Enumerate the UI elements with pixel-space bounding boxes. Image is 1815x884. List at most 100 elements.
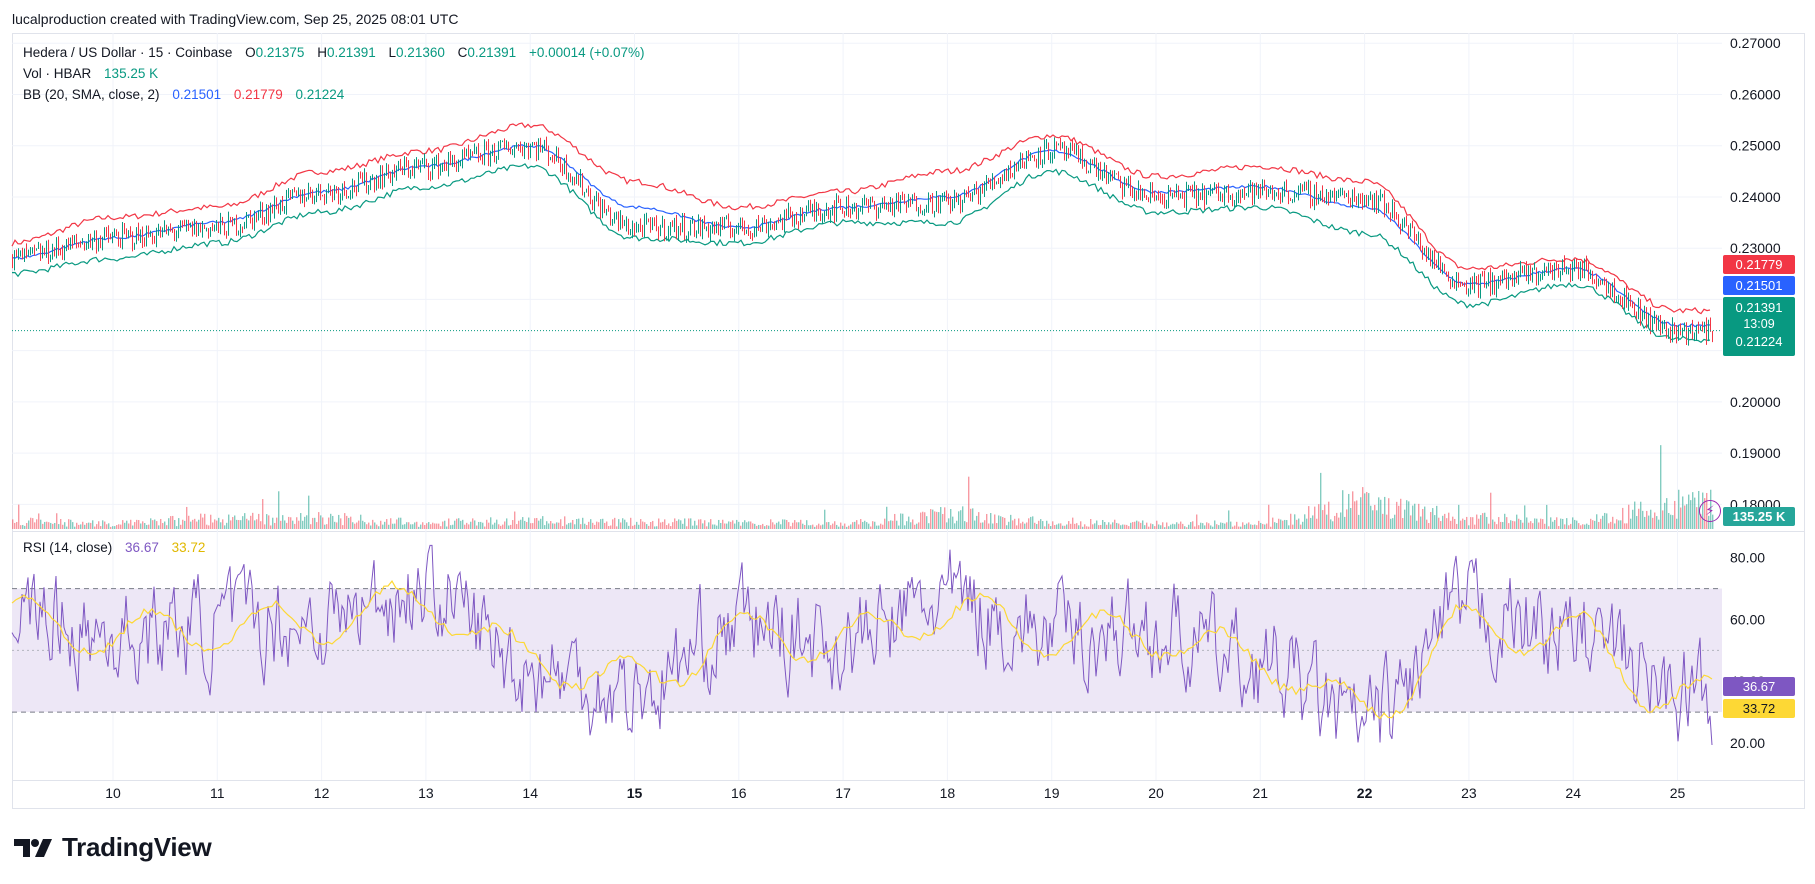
volume-bar: [1396, 501, 1398, 529]
volume-bar: [328, 517, 330, 529]
volume-bar: [1508, 523, 1510, 529]
volume-bar: [1262, 523, 1264, 529]
volume-bar: [1090, 518, 1092, 529]
volume-bar: [1182, 523, 1184, 529]
symbol-legend[interactable]: Hedera / US Dollar · 15 · Coinbase O0.21…: [23, 45, 648, 60]
volume-bar: [1124, 524, 1126, 529]
symbol-title[interactable]: Hedera / US Dollar · 15 · Coinbase: [23, 45, 233, 60]
volume-bar: [664, 519, 666, 529]
volume-bar: [1322, 510, 1324, 529]
volume-bar: [248, 520, 250, 529]
volume-bar: [804, 524, 806, 529]
volume-bar: [1646, 510, 1648, 529]
volume-legend[interactable]: Vol · HBAR 135.25 K: [23, 66, 161, 81]
volume-bar: [318, 512, 320, 529]
volume-bar: [494, 522, 496, 529]
volume-bar: [272, 517, 274, 529]
volume-bar: [26, 522, 28, 529]
volume-bar: [72, 522, 74, 529]
volume-bar: [1212, 526, 1214, 529]
volume-bar: [40, 519, 42, 529]
volume-bar: [1700, 514, 1702, 529]
volume-bar: [812, 524, 814, 529]
price-tick-label: 0.25000: [1730, 138, 1781, 154]
volume-bar: [350, 516, 352, 529]
bollinger-legend[interactable]: BB (20, SMA, close, 2) 0.21501 0.21779 0…: [23, 87, 347, 102]
volume-bar: [34, 522, 36, 529]
rsi-label[interactable]: RSI (14, close): [23, 540, 113, 555]
volume-bar: [1484, 512, 1486, 529]
time-tick-label: 13: [418, 785, 434, 801]
volume-bar: [490, 517, 492, 529]
volume-bar: [896, 520, 898, 529]
volume-bar: [798, 522, 800, 529]
volume-bar: [294, 523, 296, 529]
rsi-legend[interactable]: RSI (14, close) 36.67 33.72: [23, 540, 208, 555]
volume-bar: [486, 519, 488, 529]
volume-bar: [370, 525, 372, 529]
volume-bar: [1540, 518, 1542, 529]
volume-bar: [362, 520, 364, 529]
volume-bar: [550, 521, 552, 529]
volume-bar: [428, 522, 430, 529]
low-value: 0.21360: [396, 45, 445, 60]
volume-bar: [438, 523, 440, 529]
volume-bar: [1178, 523, 1180, 529]
volume-bar: [768, 525, 770, 529]
volume-bar: [1142, 520, 1144, 529]
time-tick-label: 20: [1148, 785, 1164, 801]
volume-bar: [758, 524, 760, 529]
volume-bar: [730, 521, 732, 529]
bollinger-label[interactable]: BB (20, SMA, close, 2): [23, 87, 160, 102]
volume-bar: [230, 520, 232, 529]
volume-bar: [1538, 522, 1540, 529]
volume-bar: [150, 518, 152, 529]
alert-lightning-icon[interactable]: ⚡: [1699, 500, 1721, 522]
volume-label[interactable]: Vol · HBAR: [23, 66, 92, 81]
volume-bar: [312, 517, 314, 529]
volume-bar: [714, 524, 716, 529]
volume-bar: [1564, 524, 1566, 529]
volume-bar: [384, 521, 386, 529]
volume-bar: [634, 524, 636, 529]
volume-bar: [762, 523, 764, 529]
volume-bar: [408, 522, 410, 529]
volume-bar: [928, 523, 930, 529]
volume-bar: [1048, 523, 1050, 529]
volume-bar: [1550, 517, 1552, 529]
volume-bar: [1288, 525, 1290, 529]
volume-bar: [1260, 522, 1262, 529]
volume-bar: [1696, 507, 1698, 529]
volume-bar: [1448, 512, 1450, 529]
volume-bar: [336, 522, 338, 529]
volume-bar: [1148, 526, 1150, 529]
volume-bar: [1244, 524, 1246, 529]
volume-bar: [912, 519, 914, 529]
volume-bar: [916, 523, 918, 529]
volume-bar: [854, 521, 856, 529]
volume-bar: [194, 518, 196, 529]
volume-bar: [1332, 521, 1334, 529]
volume-bar: [1342, 490, 1344, 529]
volume-bar: [506, 518, 508, 529]
volume-bar: [492, 524, 494, 529]
volume-bar: [1146, 522, 1148, 529]
volume-bar: [1202, 523, 1204, 529]
last-price-tag: 0.21391 13:09 0.21224: [1723, 297, 1795, 356]
volume-bar: [538, 520, 540, 529]
volume-bar: [838, 526, 840, 529]
volume-bar: [934, 511, 936, 529]
tradingview-logo[interactable]: TradingView: [14, 832, 212, 863]
volume-bar: [440, 526, 442, 529]
volume-bar: [654, 526, 656, 529]
volume-bar: [888, 521, 890, 529]
volume-bar: [96, 524, 98, 529]
volume-bar: [822, 524, 824, 529]
volume-bar: [1588, 524, 1590, 529]
volume-bar: [708, 522, 710, 529]
price-tick-label: 0.27000: [1730, 35, 1781, 51]
volume-bar: [1622, 507, 1624, 529]
volume-bar: [286, 522, 288, 529]
volume-bar: [842, 525, 844, 529]
